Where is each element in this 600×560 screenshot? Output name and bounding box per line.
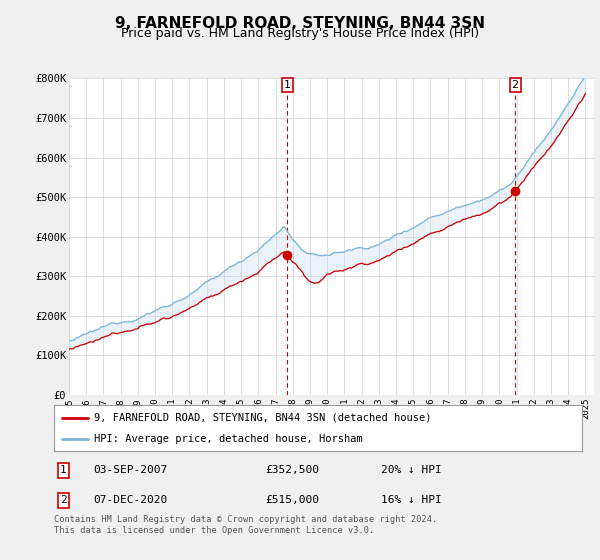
Text: HPI: Average price, detached house, Horsham: HPI: Average price, detached house, Hors… xyxy=(94,435,362,444)
Text: 2: 2 xyxy=(512,81,519,90)
Text: 2: 2 xyxy=(60,495,67,505)
Text: Contains HM Land Registry data © Crown copyright and database right 2024.
This d: Contains HM Land Registry data © Crown c… xyxy=(54,515,437,535)
Text: 20% ↓ HPI: 20% ↓ HPI xyxy=(382,465,442,475)
Text: 1: 1 xyxy=(60,465,67,475)
Text: 9, FARNEFOLD ROAD, STEYNING, BN44 3SN (detached house): 9, FARNEFOLD ROAD, STEYNING, BN44 3SN (d… xyxy=(94,413,431,423)
Text: 9, FARNEFOLD ROAD, STEYNING, BN44 3SN: 9, FARNEFOLD ROAD, STEYNING, BN44 3SN xyxy=(115,16,485,31)
Text: Price paid vs. HM Land Registry's House Price Index (HPI): Price paid vs. HM Land Registry's House … xyxy=(121,27,479,40)
Text: 03-SEP-2007: 03-SEP-2007 xyxy=(94,465,168,475)
Text: 16% ↓ HPI: 16% ↓ HPI xyxy=(382,495,442,505)
Text: 07-DEC-2020: 07-DEC-2020 xyxy=(94,495,168,505)
Text: £352,500: £352,500 xyxy=(265,465,319,475)
Text: £515,000: £515,000 xyxy=(265,495,319,505)
Text: 1: 1 xyxy=(284,81,290,90)
